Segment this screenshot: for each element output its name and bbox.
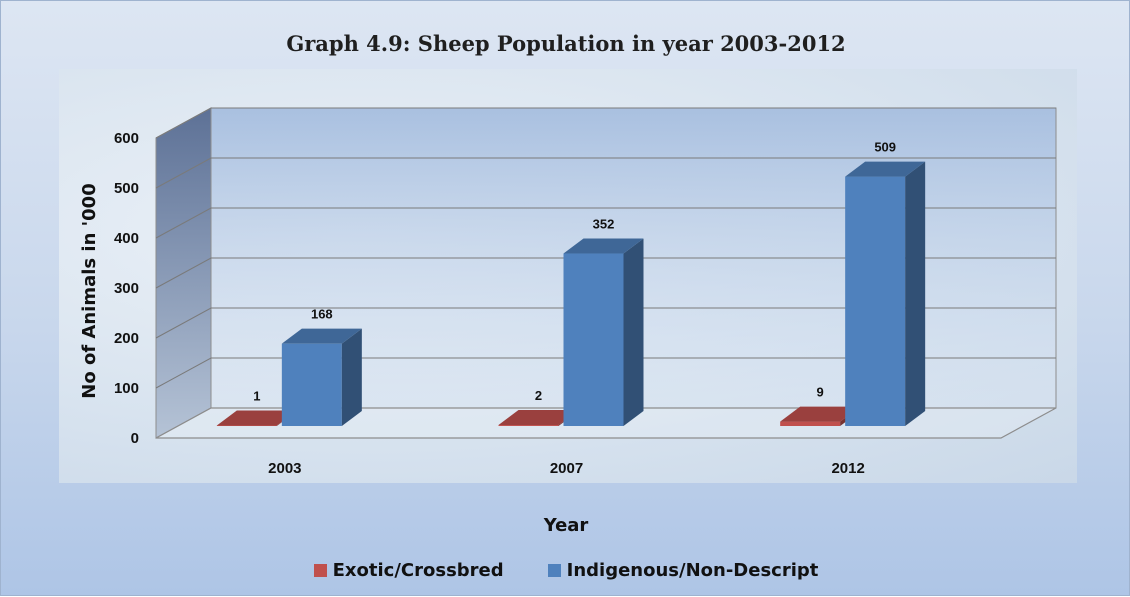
bar-front bbox=[216, 425, 277, 427]
data-label: 9 bbox=[817, 385, 824, 400]
bar-front bbox=[845, 176, 906, 426]
gridline bbox=[155, 107, 1056, 139]
y-tick-label: 400 bbox=[114, 230, 139, 247]
y-tick-label: 600 bbox=[114, 130, 139, 147]
y-tick-label: 300 bbox=[114, 280, 139, 297]
bar-side bbox=[623, 238, 644, 426]
x-axis-label: Year bbox=[543, 515, 589, 536]
bar-side bbox=[341, 328, 362, 426]
data-label: 2 bbox=[535, 388, 542, 403]
gridline bbox=[155, 307, 1056, 339]
legend-swatch-indigenous bbox=[547, 564, 561, 577]
bar-side bbox=[905, 161, 926, 426]
x-tick-label: 2012 bbox=[831, 460, 864, 477]
data-label: 1 bbox=[253, 389, 260, 404]
gridline bbox=[155, 157, 1056, 189]
y-tick-label: 500 bbox=[114, 180, 139, 197]
gridlines bbox=[155, 107, 1056, 389]
y-tick-label: 0 bbox=[131, 430, 139, 447]
x-tick-labels: 2003 2007 2012 bbox=[268, 460, 865, 477]
legend-entry-indigenous: Indigenous/Non-Descript bbox=[547, 560, 819, 581]
bar-top bbox=[563, 238, 644, 254]
y-tick-label: 100 bbox=[114, 380, 139, 397]
bar-top bbox=[780, 406, 861, 422]
x-tick-label: 2003 bbox=[268, 460, 301, 477]
gridline bbox=[155, 357, 1056, 389]
legend-entry-exotic: Exotic/Crossbred bbox=[313, 560, 504, 581]
legend-swatch-exotic bbox=[313, 564, 327, 577]
bar-indigenous-non-descript-2012 bbox=[845, 161, 926, 426]
bar-front bbox=[563, 253, 624, 426]
data-label: 168 bbox=[311, 307, 333, 322]
bar-indigenous-non-descript-2007 bbox=[563, 238, 644, 426]
bar-top bbox=[498, 410, 579, 426]
legend: Exotic/Crossbred Indigenous/Non-Descript bbox=[1, 560, 1130, 581]
gridline bbox=[155, 207, 1056, 239]
legend-label-indigenous: Indigenous/Non-Descript bbox=[566, 560, 819, 581]
x-tick-label: 2007 bbox=[550, 460, 583, 477]
data-label: 352 bbox=[593, 217, 615, 232]
bar-front bbox=[498, 425, 559, 426]
bar-front bbox=[780, 421, 841, 426]
bar-top bbox=[216, 410, 297, 426]
data-labels: 1 168 2 352 9 509 bbox=[253, 140, 896, 404]
bar-front bbox=[281, 343, 342, 426]
bars bbox=[216, 161, 926, 427]
y-axis-label: No of Animals in '000 bbox=[79, 183, 100, 398]
bar-top bbox=[281, 328, 362, 344]
data-label: 509 bbox=[874, 140, 896, 155]
chart-title: Graph 4.9: Sheep Population in year 2003… bbox=[286, 31, 846, 56]
y-tick-labels: 0 100 200 300 400 500 600 bbox=[114, 130, 139, 447]
bar-indigenous-non-descript-2003 bbox=[281, 328, 362, 426]
y-tick-label: 200 bbox=[114, 330, 139, 347]
legend-label-exotic: Exotic/Crossbred bbox=[332, 560, 504, 581]
gridline bbox=[155, 257, 1056, 289]
bar-top bbox=[845, 161, 926, 177]
